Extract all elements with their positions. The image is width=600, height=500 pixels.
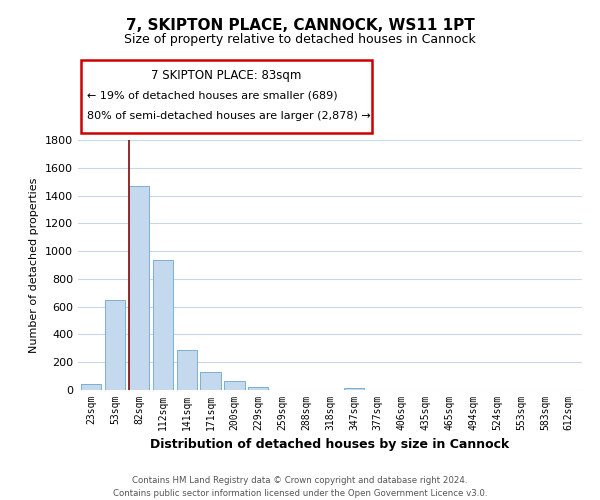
Bar — [224, 381, 245, 390]
Text: ← 19% of detached houses are smaller (689): ← 19% of detached houses are smaller (68… — [87, 90, 338, 100]
Text: 7 SKIPTON PLACE: 83sqm: 7 SKIPTON PLACE: 83sqm — [151, 69, 302, 82]
Text: 80% of semi-detached houses are larger (2,878) →: 80% of semi-detached houses are larger (… — [87, 111, 371, 121]
Bar — [105, 300, 125, 390]
Text: Size of property relative to detached houses in Cannock: Size of property relative to detached ho… — [124, 32, 476, 46]
Bar — [176, 350, 197, 390]
Text: 7, SKIPTON PLACE, CANNOCK, WS11 1PT: 7, SKIPTON PLACE, CANNOCK, WS11 1PT — [125, 18, 475, 32]
Bar — [81, 384, 101, 390]
Y-axis label: Number of detached properties: Number of detached properties — [29, 178, 40, 352]
Text: Contains HM Land Registry data © Crown copyright and database right 2024.
Contai: Contains HM Land Registry data © Crown c… — [113, 476, 487, 498]
Bar — [344, 388, 364, 390]
Bar — [248, 387, 268, 390]
Bar — [152, 260, 173, 390]
Bar — [129, 186, 149, 390]
Bar — [200, 372, 221, 390]
X-axis label: Distribution of detached houses by size in Cannock: Distribution of detached houses by size … — [151, 438, 509, 452]
